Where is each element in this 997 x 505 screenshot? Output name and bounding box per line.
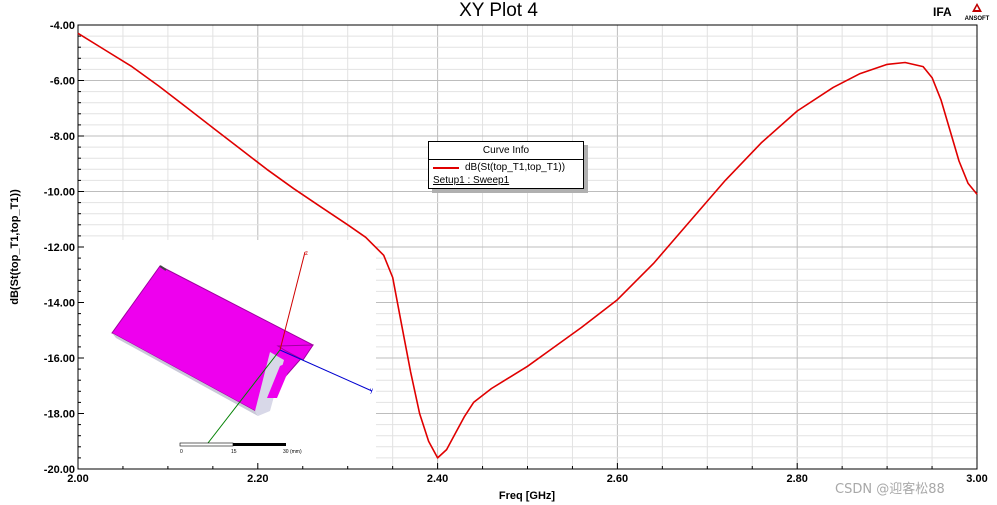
logo-text: ANSOFT bbox=[965, 16, 990, 22]
brand-label: IFA bbox=[933, 5, 952, 19]
x-tick-label: 2.60 bbox=[607, 473, 628, 485]
antenna-inset-image: z y 0 15 30 (mm) bbox=[80, 240, 376, 468]
ansoft-logo-icon: ANSOFT bbox=[965, 3, 990, 22]
series-line bbox=[77, 32, 978, 459]
y-axis-label: dB(St(top_T1,top_T1)) bbox=[9, 189, 21, 305]
legend-swatch bbox=[433, 167, 459, 169]
watermark: CSDN @迎客松88 bbox=[835, 482, 945, 497]
inset-scale-0: 0 bbox=[180, 449, 183, 455]
y-tick-label: -10.00 bbox=[44, 187, 75, 199]
y-tick-label: -20.00 bbox=[44, 464, 75, 476]
legend-subtitle: Setup1 : Sweep1 bbox=[433, 175, 510, 186]
legend-entry: dB(St(top_T1,top_T1)) bbox=[465, 162, 566, 173]
y-tick-label: -6.00 bbox=[50, 76, 75, 88]
x-tick-label: 2.40 bbox=[427, 473, 448, 485]
x-tick-label: 2.80 bbox=[786, 473, 807, 485]
x-tick-label: 3.00 bbox=[966, 473, 987, 485]
curve-info-legend[interactable]: Curve Info dB(St(top_T1,top_T1)) Setup1 … bbox=[428, 141, 584, 189]
y-tick-label: -8.00 bbox=[50, 131, 75, 143]
y-tick-label: -14.00 bbox=[44, 298, 75, 310]
y-tick-label: -12.00 bbox=[44, 242, 75, 254]
inset-y-label: y bbox=[370, 388, 373, 394]
series-group bbox=[77, 32, 978, 459]
y-tick-label: -4.00 bbox=[50, 20, 75, 32]
x-axis-label: Freq [GHz] bbox=[499, 490, 556, 502]
inset-scale-15: 15 bbox=[231, 449, 237, 455]
y-tick-label: -16.00 bbox=[44, 353, 75, 365]
x-tick-label: 2.20 bbox=[247, 473, 268, 485]
y-tick-label: -18.00 bbox=[44, 409, 75, 421]
legend-title: Curve Info bbox=[429, 142, 583, 160]
inset-z-label: z bbox=[305, 251, 308, 257]
chart-title: XY Plot 4 bbox=[459, 0, 538, 21]
x-tick-label: 2.00 bbox=[67, 473, 88, 485]
axis-ticks: 2.00 2.20 2.40 2.60 2.80 3.00 -4.00 -6.00 -8.00 -… bbox=[44, 20, 988, 485]
inset-scale-30: 30 (mm) bbox=[283, 449, 302, 455]
